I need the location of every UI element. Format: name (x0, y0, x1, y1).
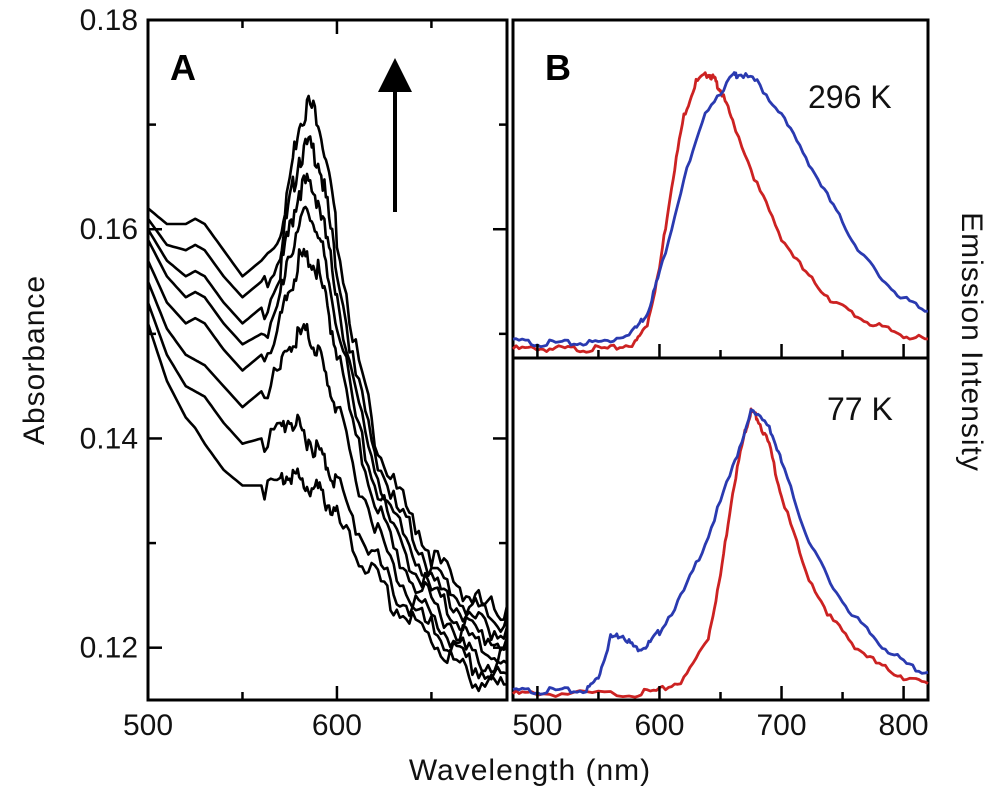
panel-b-frame (511, 18, 930, 702)
absorbance-line-4 (146, 205, 509, 652)
panel-b: 500 600 700 800 B 296 K 77 K (511, 18, 930, 742)
y-tick-label: 0.12 (80, 632, 138, 665)
x-tick-label: 500 (123, 709, 173, 742)
panel-b-top-lines (512, 71, 929, 354)
panel-a-frame (146, 18, 509, 702)
label-296k: 296 K (808, 79, 892, 115)
y-tick-label: 0.16 (80, 213, 138, 246)
increase-arrow (378, 58, 412, 212)
panel-a: 0.12 0.14 0.16 0.18 500 600 A (80, 4, 509, 742)
panel-a-letter: A (170, 47, 196, 88)
panel-a-lines (146, 94, 509, 693)
b-x-tick-label: 800 (879, 709, 929, 742)
label-77k: 77 K (827, 391, 893, 427)
panel-b-bottom-lines (512, 407, 929, 699)
arrow-head-icon (378, 58, 412, 92)
absorbance-line-6 (146, 281, 508, 674)
y-axis-title-absorbance: Absorbance (18, 275, 51, 445)
b-x-tick-label: 500 (512, 709, 562, 742)
absorbance-line-5 (146, 247, 508, 664)
absorbance-line-7 (146, 302, 508, 681)
panel-b-ticks: 500 600 700 800 (512, 344, 929, 742)
emission-77k-red-line (512, 407, 929, 699)
y-tick-label: 0.18 (80, 4, 138, 37)
x-axis-title: Wavelength (nm) (409, 754, 651, 787)
b-x-tick-label: 700 (756, 709, 806, 742)
panel-b-letter: B (545, 47, 571, 88)
absorbance-line-2 (146, 135, 509, 634)
panel-a-ticks: 0.12 0.14 0.16 0.18 500 600 (80, 4, 507, 742)
emission-296k-red-line (512, 71, 929, 354)
b-x-tick-label: 600 (634, 709, 684, 742)
y-axis-title-emission: Emission Intensity (955, 212, 988, 472)
absorbance-line-1 (147, 94, 509, 622)
absorbance-line-8 (146, 323, 508, 693)
y-tick-label: 0.14 (80, 422, 138, 455)
absorbance-line-3 (146, 172, 509, 642)
emission-77k-blue-line (512, 408, 929, 696)
x-tick-label: 600 (312, 709, 362, 742)
emission-296k-blue-line (512, 71, 929, 349)
